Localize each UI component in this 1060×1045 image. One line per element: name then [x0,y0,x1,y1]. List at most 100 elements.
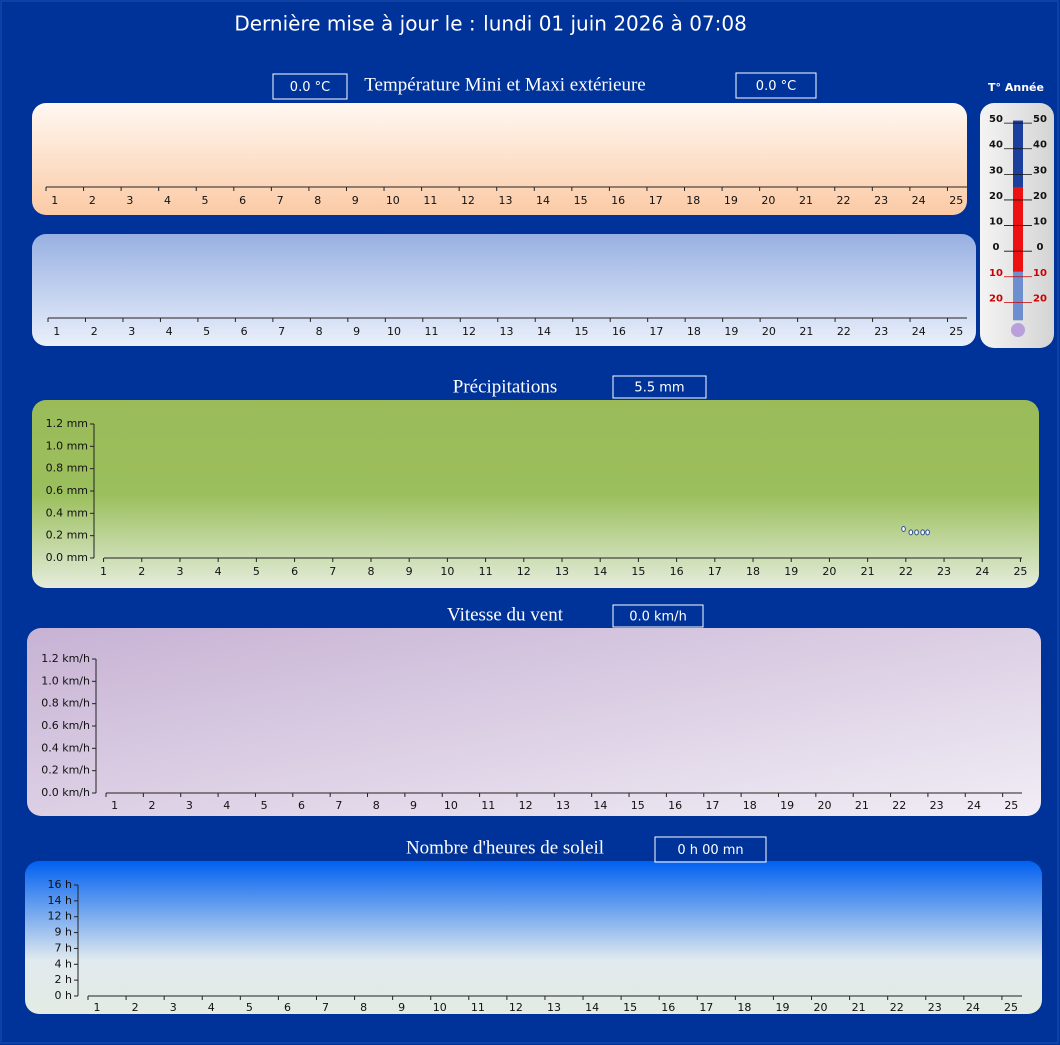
tick-label-left: 20 [989,191,1003,202]
x-tick-label: 12 [519,799,533,812]
readout: 5.5 mm [634,381,684,396]
x-tick-label: 8 [373,799,380,812]
x-tick-label: 14 [536,194,550,207]
x-tick-label: 21 [852,1001,866,1014]
y-tick-label: 1.0 mm [46,439,88,452]
x-tick-label: 21 [861,565,875,578]
x-tick-label: 9 [406,565,413,578]
x-tick-label: 11 [479,565,493,578]
x-tick-label: 15 [631,565,645,578]
x-tick-label: 24 [912,325,926,338]
x-tick-label: 22 [837,194,851,207]
x-tick-label: 2 [132,1001,139,1014]
x-tick-label: 9 [352,194,359,207]
y-tick-label: 0.8 mm [46,462,88,475]
bulb [1011,323,1025,337]
x-tick-label: 2 [91,325,98,338]
x-tick-label: 19 [784,565,798,578]
x-tick-label: 25 [1004,1001,1018,1014]
x-tick-label: 16 [661,1001,675,1014]
x-tick-label: 25 [949,325,963,338]
x-tick-label: 16 [668,799,682,812]
tick-label-right: 20 [1033,191,1047,202]
y-tick-label: 0.6 km/h [41,719,90,732]
x-tick-label: 25 [1004,799,1018,812]
x-tick-label: 15 [623,1001,637,1014]
x-tick-label: 16 [612,325,626,338]
y-tick-label: 0.0 km/h [41,786,90,799]
x-tick-label: 17 [705,799,719,812]
y-tick-label: 1.0 km/h [41,674,90,687]
y-tick-label: 0.4 km/h [41,741,90,754]
x-tick-label: 13 [556,799,570,812]
x-tick-label: 15 [574,325,588,338]
tick-label-left: 20 [989,293,1003,304]
x-tick-label: 14 [537,325,551,338]
x-tick-label: 19 [780,799,794,812]
x-tick-label: 6 [298,799,305,812]
x-tick-label: 20 [761,194,775,207]
x-tick-label: 17 [649,325,663,338]
x-tick-label: 10 [440,565,454,578]
x-tick-label: 10 [386,194,400,207]
rain-point [908,529,914,536]
x-tick-label: 1 [53,325,60,338]
y-tick-label: 16 h [48,878,72,891]
x-tick-label: 5 [253,565,260,578]
x-tick-label: 6 [284,1001,291,1014]
y-tick-label: 9 h [55,926,72,939]
tube-upper [1013,120,1023,252]
tick-label-right: 20 [1033,293,1047,304]
x-tick-label: 3 [176,565,183,578]
x-tick-label: 3 [126,194,133,207]
tick-label-right: 50 [1033,114,1047,125]
rain-point [901,525,906,532]
y-tick-label: 0.0 mm [46,551,88,564]
y-tick-label: 0.8 km/h [41,697,90,710]
x-tick-label: 24 [975,565,989,578]
x-tick-label: 9 [398,1001,405,1014]
header-date: lundi 01 juin 2026 à 07:08 [483,12,747,36]
x-tick-label: 18 [743,799,757,812]
y-tick-label: 0.2 mm [46,529,88,542]
x-tick-label: 7 [322,1001,329,1014]
readout-box [654,836,767,863]
x-tick-label: 13 [500,325,514,338]
rain-point [925,529,930,536]
y-tick-label: 7 h [55,941,72,954]
x-tick-label: 4 [215,565,222,578]
x-tick-label: 21 [799,194,813,207]
tick-label-left: 0 [993,242,1000,253]
x-tick-label: 25 [1013,565,1027,578]
tick-label-left: 30 [989,165,1003,176]
x-tick-label: 24 [912,194,926,207]
x-tick-label: 19 [724,194,738,207]
x-tick-label: 12 [517,565,531,578]
tick-label-right: 0 [1037,242,1044,253]
y-tick-label: 0.6 mm [46,484,88,497]
y-tick-label: 1.2 km/h [41,652,90,665]
chart-title: Vitesse du vent [447,604,564,625]
x-tick-label: 10 [444,799,458,812]
tick-label-left: 10 [989,217,1003,228]
x-tick-label: 18 [737,1001,751,1014]
x-tick-label: 6 [291,565,298,578]
tick-label-right: 10 [1033,217,1047,228]
x-tick-label: 7 [329,565,336,578]
x-tick-label: 22 [837,325,851,338]
tick-label-left: 40 [989,140,1003,151]
x-tick-label: 8 [316,325,323,338]
readout: 0.0 °C [756,79,796,94]
tube-lower [1013,251,1023,321]
y-tick-label: 0.2 km/h [41,764,90,777]
readout-box [612,375,707,399]
x-tick-label: 11 [423,194,437,207]
readout: 0.0 km/h [629,610,687,625]
tick-label-left: 50 [989,114,1003,125]
x-tick-label: 23 [937,565,951,578]
temperature-range [1013,187,1023,272]
x-tick-label: 2 [138,565,145,578]
x-tick-label: 21 [799,325,813,338]
x-tick-label: 23 [928,1001,942,1014]
